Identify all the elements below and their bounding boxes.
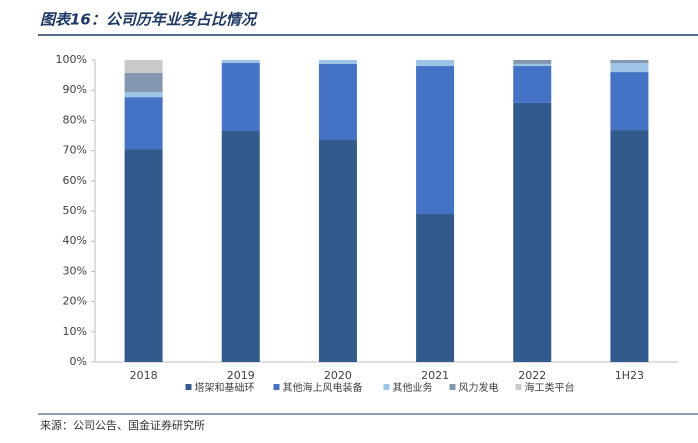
y-tick-label: 0%	[70, 355, 87, 368]
bar-segment	[124, 72, 163, 93]
y-tick-label: 80%	[63, 113, 87, 126]
y-tick-label: 100%	[56, 53, 87, 66]
bar-segment	[124, 97, 163, 150]
y-tick-label: 50%	[63, 204, 87, 217]
y-tick-label: 30%	[63, 264, 87, 277]
legend-label: 其他业务	[393, 381, 433, 394]
legend-swatch	[273, 384, 280, 390]
bar-segment	[513, 60, 552, 64]
bar-segment	[416, 66, 455, 215]
x-tick-label: 2019	[227, 369, 255, 382]
source: 来源：公司公告、国金证券研究所	[40, 418, 205, 432]
bar-segment	[221, 130, 260, 362]
legend-label: 塔架和基础环	[195, 381, 255, 394]
bar-segment	[318, 63, 357, 141]
legend-swatch	[515, 384, 522, 390]
y-tick-label: 70%	[63, 144, 87, 157]
bar-segment	[416, 60, 455, 67]
legend-label: 其他海上风电装备	[283, 381, 363, 394]
bar-segment	[221, 63, 260, 131]
x-tick-label: 2018	[130, 369, 158, 382]
legend-swatch	[185, 384, 192, 390]
x-tick-label: 2021	[421, 369, 449, 382]
bar-segment	[318, 140, 357, 362]
y-tick-label: 10%	[63, 325, 87, 338]
legend-swatch	[383, 384, 390, 390]
bar-segment	[124, 149, 163, 362]
bar-segment	[416, 214, 455, 362]
bar-segment	[610, 63, 649, 73]
bar-segment	[610, 130, 649, 362]
bar-segment	[318, 60, 357, 64]
x-tick-label: 2020	[324, 369, 352, 382]
bar-segment	[124, 92, 163, 98]
y-tick-label: 90%	[63, 83, 87, 96]
x-tick-label: 2022	[518, 369, 546, 382]
y-tick-label: 20%	[63, 295, 87, 308]
legend-label: 风力发电	[459, 381, 499, 394]
y-tick-label: 60%	[63, 174, 87, 187]
bar-segment	[610, 60, 649, 64]
bar-segment	[513, 63, 552, 67]
bar-segment	[513, 66, 552, 103]
x-tick-label: 1H23	[615, 369, 644, 382]
bar-segment	[610, 72, 649, 131]
bar-segment	[513, 102, 552, 362]
bar-segment	[221, 60, 260, 64]
title: 图表16：公司历年业务占比情况	[40, 11, 258, 29]
y-tick-label: 40%	[63, 234, 87, 247]
bar-segment	[124, 60, 163, 73]
legend-swatch	[449, 384, 456, 390]
legend-label: 海工类平台	[525, 381, 575, 394]
